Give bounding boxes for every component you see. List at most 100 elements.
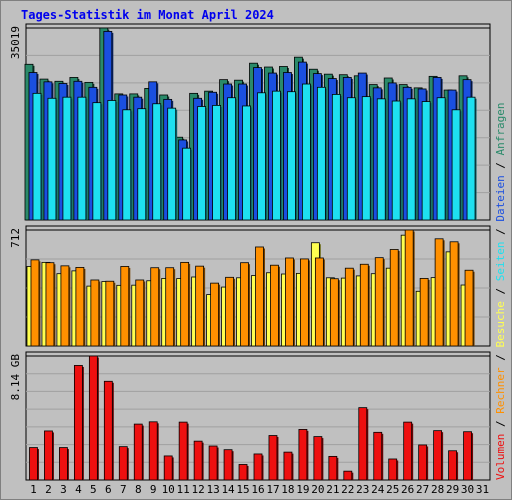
legend-item-1: / <box>494 414 507 434</box>
bar-seiten-day-27 <box>421 101 431 221</box>
x-tick-day-29: 29 <box>446 483 459 496</box>
bar-seiten-day-17 <box>272 90 281 221</box>
bar-volumen-day-16 <box>253 453 263 481</box>
bar-seiten-day-3 <box>62 96 72 221</box>
bar-rechner-day-13 <box>210 282 219 347</box>
bar-seiten-day-30 <box>466 96 476 221</box>
bar-rechner-day-12 <box>195 265 205 347</box>
bar-seiten-day-7 <box>122 109 132 221</box>
bar-volumen-day-6 <box>103 380 113 481</box>
bar-rechner-day-10 <box>165 267 175 347</box>
bar-rechner-day-4 <box>75 267 85 347</box>
bar-volumen-day-4 <box>73 365 83 481</box>
bar-seiten-day-11 <box>182 147 192 221</box>
bar-rechner-day-16 <box>255 246 264 347</box>
bar-rechner-day-7 <box>120 266 130 347</box>
bar-seiten-day-8 <box>137 108 147 221</box>
x-tick-day-23: 23 <box>356 483 369 496</box>
bar-seiten-day-6 <box>107 100 117 221</box>
x-tick-day-17: 17 <box>266 483 279 496</box>
x-tick-day-28: 28 <box>431 483 444 496</box>
bar-seiten-day-19 <box>302 83 311 221</box>
x-tick-day-8: 8 <box>135 483 142 496</box>
bar-volumen-day-13 <box>208 445 218 481</box>
bar-seiten-day-2 <box>47 97 57 221</box>
bar-seiten-day-13 <box>212 105 221 221</box>
series-legend: Volumen / Rechner / Besuche / Seiten / D… <box>494 102 507 480</box>
bar-volumen-day-1 <box>29 447 38 481</box>
bar-rechner-day-5 <box>90 279 100 347</box>
x-tick-day-3: 3 <box>60 483 67 496</box>
bar-volumen-day-30 <box>463 431 472 481</box>
bar-seiten-day-10 <box>167 107 177 221</box>
bar-volumen-day-15 <box>238 464 248 481</box>
bar-seiten-day-23 <box>361 96 371 221</box>
x-tick-day-2: 2 <box>45 483 52 496</box>
bar-volumen-day-27 <box>418 444 428 481</box>
bar-rechner-day-18 <box>285 257 294 347</box>
bar-seiten-day-4 <box>77 96 87 221</box>
bar-seiten-day-18 <box>287 91 296 221</box>
bar-rechner-day-1 <box>30 259 40 347</box>
bar-volumen-day-3 <box>59 447 68 481</box>
bar-volumen-day-25 <box>388 458 398 481</box>
bar-volumen-day-22 <box>343 470 353 481</box>
bar-seiten-day-15 <box>242 105 251 221</box>
bar-volumen-day-28 <box>433 430 443 481</box>
bar-seiten-day-20 <box>316 86 326 221</box>
bar-seiten-day-26 <box>406 98 416 221</box>
legend-item-10: Anfragen <box>494 102 507 155</box>
legend-item-4: Besuche <box>494 301 507 347</box>
x-tick-day-11: 11 <box>177 483 190 496</box>
bar-rechner-day-19 <box>300 258 309 347</box>
bar-rechner-day-24 <box>374 257 384 347</box>
bar-rechner-day-27 <box>419 278 429 347</box>
x-tick-day-19: 19 <box>296 483 309 496</box>
y-max-label-top: 35019 <box>9 26 22 59</box>
bar-rechner-day-2 <box>45 262 55 347</box>
x-tick-day-12: 12 <box>192 483 205 496</box>
bar-rechner-day-23 <box>359 263 369 347</box>
x-tick-day-7: 7 <box>120 483 127 496</box>
bar-volumen-day-18 <box>283 451 293 481</box>
bar-seiten-day-28 <box>436 97 446 221</box>
bar-seiten-day-16 <box>257 92 266 221</box>
bar-rechner-day-28 <box>434 238 444 347</box>
bar-rechner-day-9 <box>150 267 160 347</box>
bar-volumen-day-14 <box>223 449 233 481</box>
x-tick-day-5: 5 <box>90 483 97 496</box>
x-tick-day-30: 30 <box>461 483 474 496</box>
bar-volumen-day-20 <box>313 436 323 481</box>
bar-rechner-day-22 <box>344 267 354 347</box>
bar-rechner-day-3 <box>60 265 70 347</box>
x-tick-day-20: 20 <box>311 483 324 496</box>
bar-volumen-day-23 <box>358 407 368 481</box>
chart-title: Tages-Statistik im Monat April 2024 <box>21 8 274 22</box>
x-tick-day-10: 10 <box>162 483 175 496</box>
bar-volumen-day-10 <box>163 455 173 481</box>
bar-volumen-day-8 <box>133 423 143 481</box>
bar-rechner-day-17 <box>270 264 279 347</box>
x-tick-day-9: 9 <box>150 483 157 496</box>
x-tick-day-18: 18 <box>281 483 294 496</box>
bar-seiten-day-24 <box>376 98 386 221</box>
x-tick-day-14: 14 <box>221 483 235 496</box>
bar-rechner-day-6 <box>105 280 115 347</box>
bar-volumen-day-24 <box>373 431 383 481</box>
bar-volumen-day-29 <box>448 450 457 481</box>
legend-item-7: / <box>494 222 507 242</box>
legend-item-9: / <box>494 155 507 175</box>
bar-volumen-day-26 <box>403 421 413 481</box>
legend-item-8: Dateien <box>494 175 507 221</box>
bar-seiten-day-1 <box>32 92 42 221</box>
bar-volumen-day-12 <box>193 440 203 481</box>
bar-rechner-day-20 <box>314 257 324 347</box>
x-tick-day-31: 31 <box>476 483 489 496</box>
legend-item-6: Seiten <box>494 242 507 282</box>
bar-volumen-day-9 <box>148 421 158 481</box>
y-max-label-bottom: 8.14 GB <box>9 354 22 401</box>
bar-seiten-day-29 <box>451 109 461 221</box>
legend-item-3: / <box>494 348 507 368</box>
bar-seiten-day-12 <box>197 106 207 221</box>
bar-rechner-day-21 <box>329 278 339 347</box>
